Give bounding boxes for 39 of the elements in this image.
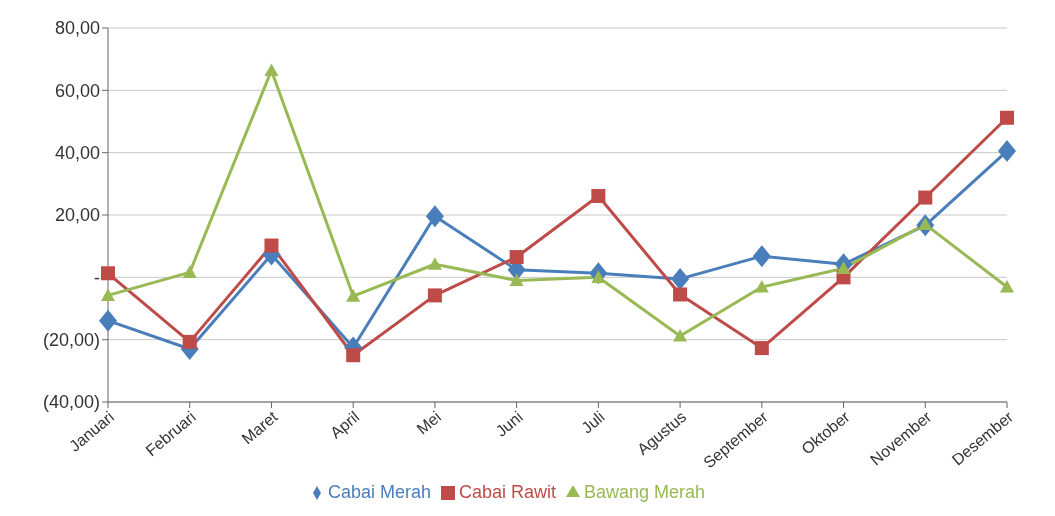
point [101, 288, 115, 302]
x-tick-label: Juli [578, 407, 608, 437]
y-tick-label: - [94, 267, 100, 288]
y-tick-label: 80,00 [54, 18, 100, 39]
point [182, 265, 197, 278]
point [998, 140, 1016, 163]
point [509, 273, 524, 287]
point [99, 309, 117, 332]
point [591, 188, 606, 203]
legend-label: Cabai Merah [327, 482, 431, 502]
point [836, 261, 851, 274]
point [1000, 280, 1014, 293]
point [673, 328, 688, 342]
point [346, 348, 361, 363]
point [425, 205, 444, 228]
point [509, 250, 524, 265]
point [754, 341, 769, 356]
point [346, 289, 361, 302]
point [752, 245, 771, 268]
point [264, 238, 279, 253]
legend-label: Cabai Rawit [458, 482, 557, 502]
point [1000, 110, 1014, 125]
y-tick-label: (40,00) [42, 392, 100, 413]
point [264, 63, 279, 76]
legend-label: Bawang Merah [584, 482, 706, 502]
point [673, 287, 688, 302]
point [427, 257, 442, 270]
point [918, 190, 933, 205]
point [101, 266, 115, 281]
y-tick-label: (20,00) [42, 330, 100, 351]
x-tick-label: Mei [413, 407, 445, 438]
y-tick-label: 20,00 [54, 205, 100, 226]
point [182, 334, 197, 349]
point [754, 280, 769, 293]
x-tick-label: Juni [492, 407, 526, 440]
point [427, 288, 442, 303]
y-tick-label: 60,00 [54, 80, 100, 101]
point [671, 267, 690, 290]
y-tick-label: 40,00 [54, 143, 100, 164]
